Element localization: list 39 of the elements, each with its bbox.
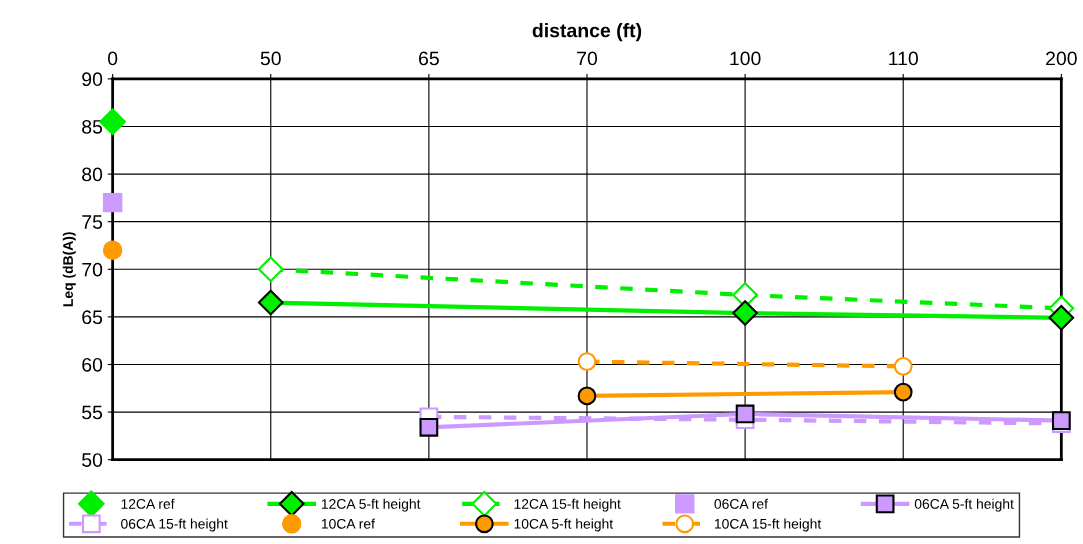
y-tick-label: 80 xyxy=(82,167,103,182)
legend-label: 06CA ref xyxy=(714,498,768,509)
y-tick-label: 75 xyxy=(82,215,103,229)
point xyxy=(1048,305,1075,331)
y-tick-label: 70 xyxy=(82,262,103,277)
x-axis-title: distance (ft) xyxy=(532,23,642,42)
y-tick-label: 65 xyxy=(82,310,103,325)
legend-label: 10CA ref xyxy=(321,518,375,529)
legend-label: 06CA 5-ft height xyxy=(914,498,1014,512)
legend-label: 06CA 15-ft height xyxy=(121,518,228,532)
y-tick-label: 55 xyxy=(82,405,103,420)
legend-label: 10CA 5-ft height xyxy=(514,518,614,532)
point xyxy=(419,417,439,437)
x-tick-label: 0 xyxy=(107,51,118,66)
x-tick-label: 110 xyxy=(889,51,918,66)
x-tick-label: 70 xyxy=(577,51,598,66)
legend-label: 12CA ref xyxy=(121,498,175,509)
point xyxy=(577,352,597,371)
point xyxy=(257,289,284,316)
legend-label: 12CA 5-ft height xyxy=(321,498,421,512)
point xyxy=(735,404,755,424)
legend-label: 12CA 15-ft height xyxy=(514,498,621,512)
x-tick-label: 200 xyxy=(1046,51,1077,66)
point xyxy=(257,256,284,283)
y-tick-label: 85 xyxy=(82,119,103,134)
y-tick-label: 90 xyxy=(82,72,103,87)
point xyxy=(102,192,123,213)
y-tick-label: 50 xyxy=(82,453,103,467)
x-tick-label: 100 xyxy=(730,51,761,66)
y-axis-title: Leq (dB(A)) xyxy=(62,232,76,307)
point xyxy=(732,300,758,326)
point xyxy=(577,386,597,406)
point xyxy=(893,357,913,376)
x-tick-label: 50 xyxy=(260,51,281,66)
point xyxy=(102,240,123,260)
legend-label: 10CA 15-ft height xyxy=(714,518,822,532)
x-tick-label: 65 xyxy=(419,51,439,66)
y-tick-label: 60 xyxy=(82,357,103,372)
point xyxy=(893,382,913,402)
